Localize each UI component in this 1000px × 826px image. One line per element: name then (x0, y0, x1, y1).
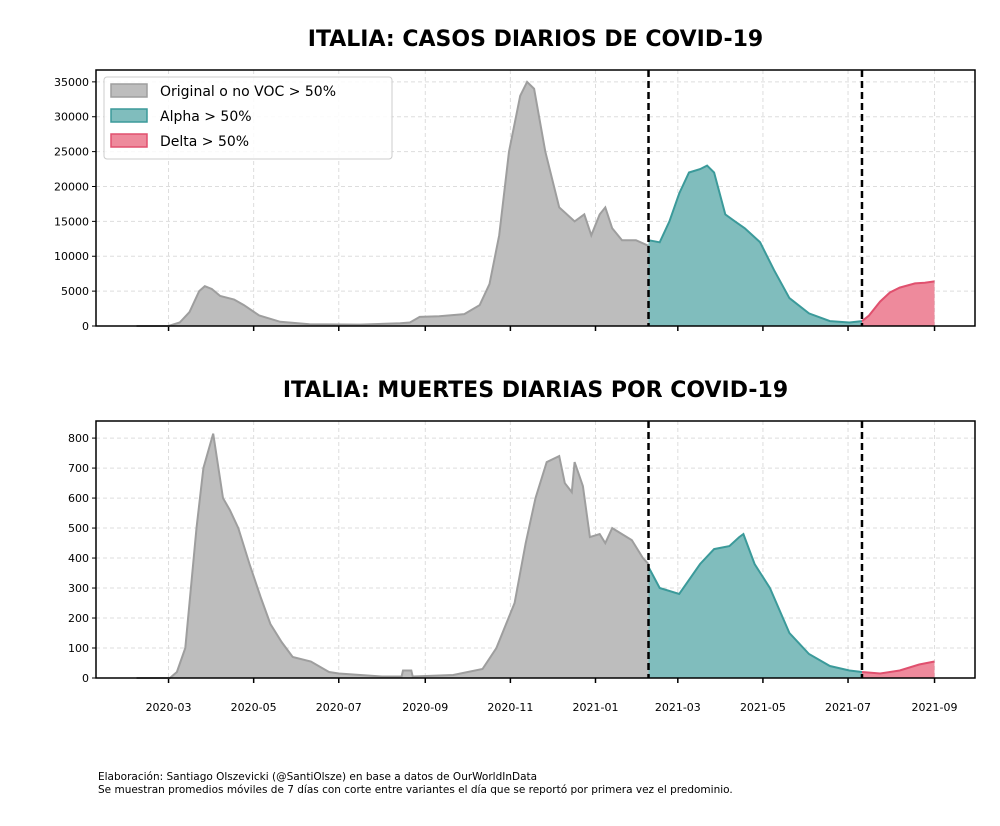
line-delta (861, 280, 935, 322)
chart-title: ITALIA: CASOS DIARIOS DE COVID-19 (308, 27, 763, 52)
y-tick-label: 300 (68, 582, 89, 595)
x-tick-label: 2020-07 (316, 701, 362, 714)
y-tick-label: 400 (68, 552, 89, 565)
legend-label: Original o no VOC > 50% (160, 84, 336, 100)
footer-note: Se muestran promedios móviles de 7 días … (98, 784, 733, 796)
footer-note: Elaboración: Santiago Olszevicki (@Santi… (98, 771, 537, 783)
axes-frame (95, 69, 976, 327)
legend-swatch-original (110, 83, 148, 98)
y-tick-label: 0 (82, 672, 89, 685)
axes-frame (95, 420, 976, 679)
x-tick-label: 2020-05 (231, 701, 277, 714)
y-tick-label: 15000 (54, 215, 89, 228)
y-tick-label: 25000 (54, 146, 89, 159)
legend: Original o no VOC > 50% Alpha > 50% Delta … (103, 76, 393, 160)
y-tick-label: 35000 (54, 76, 89, 89)
y-tick-label: 100 (68, 642, 89, 655)
chart-1: ITALIA: CASOS DIARIOS DE COVID-19 0 5000 10… (54, 27, 976, 333)
y-tick-label: 20000 (54, 180, 89, 193)
area-original (136, 81, 649, 327)
y-tick-label: 5000 (61, 285, 89, 298)
y-tick-label: 700 (68, 462, 89, 475)
legend-swatch-alpha (110, 108, 148, 123)
x-tick-label: 2021-09 (912, 701, 958, 714)
y-tick-label: 800 (68, 432, 89, 445)
legend-label: Alpha > 50% (160, 109, 252, 125)
y-tick-label: 500 (68, 522, 89, 535)
y-tick-label: 10000 (54, 250, 89, 263)
x-tick-label: 2021-05 (740, 701, 786, 714)
area-delta (861, 281, 935, 326)
x-tick-label: 2021-01 (573, 701, 619, 714)
y-tick-label: 0 (82, 320, 89, 333)
line-alpha (648, 164, 863, 324)
chart-title: ITALIA: MUERTES DIARIAS POR COVID-19 (283, 378, 788, 403)
x-tick-label: 2020-09 (402, 701, 448, 714)
area-alpha (648, 534, 862, 678)
line-delta (861, 660, 935, 675)
y-tick-label: 30000 (54, 111, 89, 124)
x-tick-label: 2021-07 (825, 701, 871, 714)
legend-box (103, 76, 393, 160)
x-tick-label: 2020-11 (487, 701, 533, 714)
area-alpha (648, 165, 862, 326)
x-tick-label: 2021-03 (655, 701, 701, 714)
x-tick-label: 2020-03 (146, 701, 192, 714)
line-original (136, 433, 650, 679)
legend-swatch-delta (110, 133, 148, 148)
y-tick-label: 600 (68, 492, 89, 505)
y-tick-label: 200 (68, 612, 89, 625)
legend-label: Delta > 50% (160, 134, 249, 150)
chart-2: ITALIA: MUERTES DIARIAS POR COVID-19 0 100… (68, 378, 976, 714)
line-original (136, 80, 649, 327)
line-alpha (647, 532, 863, 673)
area-original (136, 433, 649, 678)
